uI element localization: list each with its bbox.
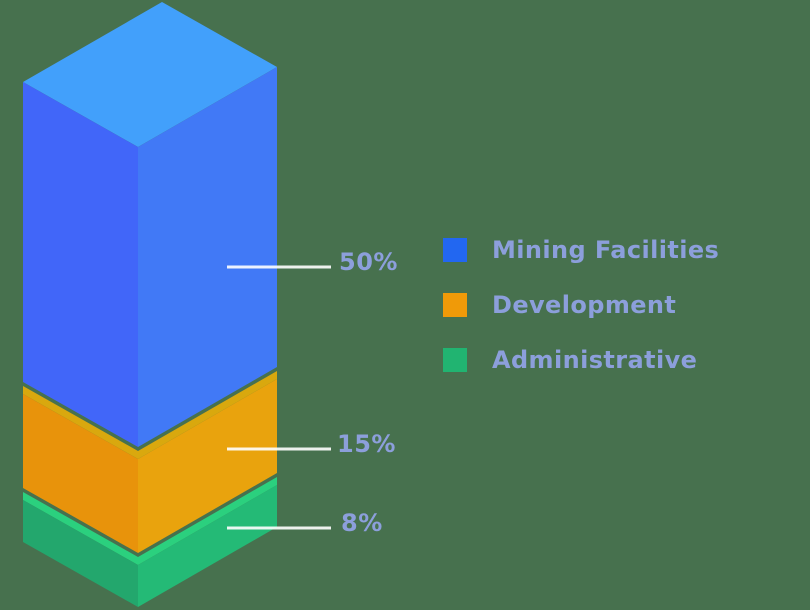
- administrative-right-face: [138, 485, 277, 607]
- legend-label-development: Development: [492, 291, 677, 319]
- mining-facilities-left-face: [23, 82, 138, 447]
- legend-swatch-orange-icon: [443, 293, 467, 317]
- legend-item-development: Development: [443, 291, 719, 319]
- segment-mining-facilities: [23, 2, 277, 447]
- legend-swatch-green-icon: [443, 348, 467, 372]
- segment-development: [23, 371, 277, 553]
- segment-administrative: [23, 477, 277, 607]
- callout-label-administrative: 8%: [341, 509, 383, 537]
- legend-swatch-blue-icon: [443, 238, 467, 262]
- legend-item-mining-facilities: Mining Facilities: [443, 236, 720, 264]
- development-top-rim: [23, 371, 277, 459]
- legend-label-administrative: Administrative: [492, 346, 698, 374]
- legend-label-mining-facilities: Mining Facilities: [492, 236, 720, 264]
- legend-item-administrative: Administrative: [443, 346, 719, 374]
- administrative-top-rim: [23, 477, 277, 565]
- administrative-left-face: [23, 500, 138, 607]
- mining-facilities-top-face: [23, 2, 277, 147]
- mining-facilities-right-face: [138, 67, 277, 447]
- development-right-face: [138, 379, 277, 553]
- callout-label-development: 15%: [337, 430, 396, 458]
- legend: Mining Facilities Development Administra…: [443, 236, 720, 374]
- callout-label-mining-facilities: 50%: [339, 248, 398, 276]
- development-left-face: [23, 394, 138, 553]
